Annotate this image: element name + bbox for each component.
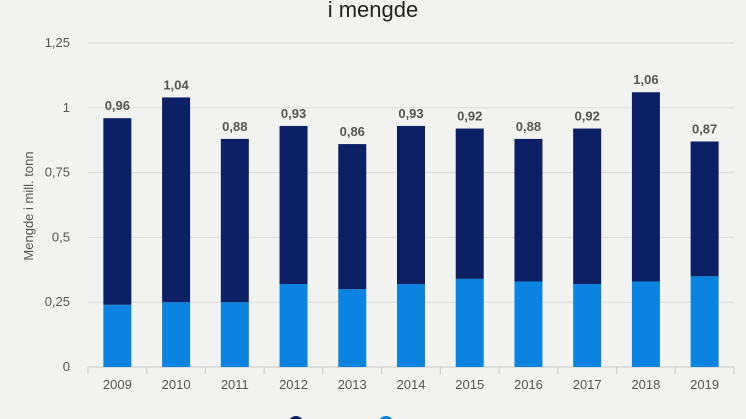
bar-segment-upper xyxy=(690,141,719,277)
y-tick-label: 0,5 xyxy=(52,229,70,244)
bar-segment-lower xyxy=(338,289,367,367)
bar-segment-upper xyxy=(455,128,484,279)
bar-segment-upper xyxy=(397,125,425,285)
y-tick-label: 1,25 xyxy=(45,35,70,50)
y-tick-label: 0 xyxy=(63,359,70,374)
bar-segment-upper xyxy=(514,138,543,282)
x-tick-label: 2013 xyxy=(338,377,367,392)
x-tick-label: 2019 xyxy=(690,377,719,392)
x-tick-label: 2015 xyxy=(455,377,484,392)
bar-segment-upper xyxy=(631,92,660,282)
bar-segment-upper xyxy=(279,125,308,285)
bar-segment-upper xyxy=(220,138,249,303)
data-label: 1,06 xyxy=(633,72,658,87)
bar-segment-upper xyxy=(573,128,602,285)
data-label: 0,92 xyxy=(575,109,600,124)
bar-segment-lower xyxy=(220,302,249,367)
data-label: 0,93 xyxy=(281,106,306,121)
x-tick-label: 2016 xyxy=(514,377,543,392)
data-label: 0,93 xyxy=(398,106,423,121)
bar-segment-upper xyxy=(338,144,367,290)
x-tick-label: 2017 xyxy=(573,377,602,392)
bar-segment-lower xyxy=(514,281,543,367)
x-tick-label: 2014 xyxy=(397,377,426,392)
data-label: 0,87 xyxy=(692,121,717,136)
y-tick-label: 0,25 xyxy=(45,294,70,309)
data-label: 0,86 xyxy=(340,124,365,139)
legend-marker xyxy=(289,416,303,419)
data-label: 0,92 xyxy=(457,109,482,124)
bar-segment-lower xyxy=(279,284,308,367)
bar-segment-upper xyxy=(103,118,132,305)
bar-segment-lower xyxy=(397,284,425,367)
bar-segment-lower xyxy=(573,284,602,367)
x-tick-label: 2012 xyxy=(279,377,308,392)
y-axis-label: Mengde i mill. tonn xyxy=(21,151,36,260)
x-tick-label: 2009 xyxy=(103,377,132,392)
y-tick-labels: 0 0,25 0,5 0,75 1 1,25 xyxy=(45,35,70,374)
bar-segment-lower xyxy=(162,302,191,367)
x-tick-label: 2010 xyxy=(162,377,191,392)
legend-marker xyxy=(379,416,393,419)
bar-segment-lower xyxy=(631,281,660,367)
x-tick-label: 2011 xyxy=(221,377,249,392)
x-tick-label: 2018 xyxy=(631,377,660,392)
y-tick-label: 1 xyxy=(63,100,70,115)
bar-segment-lower xyxy=(103,304,132,367)
bar-segment-lower xyxy=(690,276,719,367)
data-label: 1,04 xyxy=(163,77,189,92)
x-tick-labels: 2009 2010 2011 2012 2013 2014 2015 2016 2017 2018… xyxy=(103,377,719,392)
bar-segment-upper xyxy=(162,97,191,303)
data-label: 0,96 xyxy=(105,98,130,113)
bars xyxy=(103,92,719,367)
y-tick-label: 0,75 xyxy=(45,165,70,180)
data-label: 0,88 xyxy=(516,119,541,134)
chart-title: i mengde xyxy=(328,0,419,22)
legend xyxy=(289,416,393,419)
data-labels: 0,96 1,04 0,88 0,93 0,86 0,93 0,92 0,88 0,92 1,06… xyxy=(105,72,718,139)
data-label: 0,88 xyxy=(222,119,247,134)
bar-segment-lower xyxy=(455,278,484,367)
